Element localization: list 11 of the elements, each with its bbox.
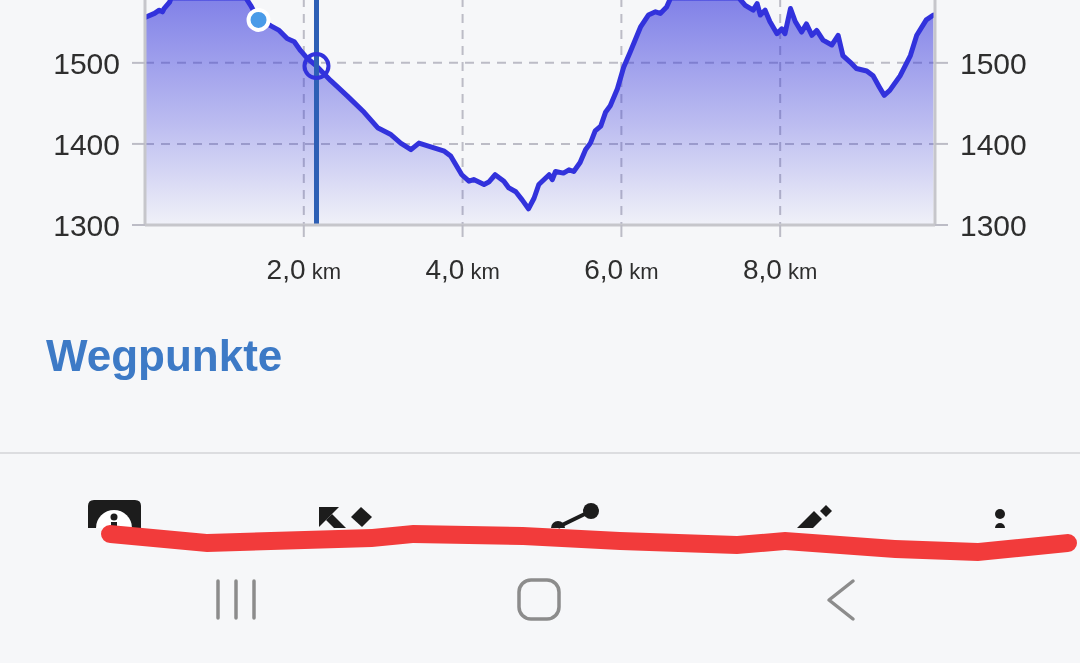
text: Wegpunkte: [46, 331, 283, 381]
x-tick-label: 4,0 km: [425, 254, 500, 285]
x-tick-label: 8,0 km: [742, 254, 818, 285]
x-tick-label: 2,0 km: [266, 254, 341, 285]
y-tick-label: 1300: [53, 208, 120, 242]
y2-tick-label: 1400: [960, 127, 1027, 161]
y2-tick-label: 1500: [960, 46, 1027, 80]
x-tick-label: 6,0 km: [584, 254, 659, 285]
y-tick-label: 1500: [53, 46, 120, 80]
y2-tick-label: 1300: [960, 208, 1027, 242]
y-tick-label: 1400: [53, 127, 120, 161]
